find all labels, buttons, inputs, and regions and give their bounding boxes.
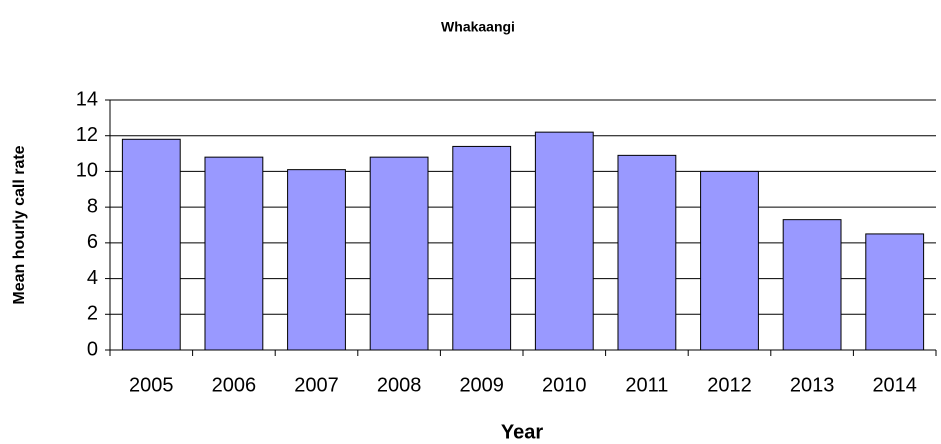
bar (204, 156, 264, 351)
x-tick-label: 2014 (872, 374, 917, 396)
x-tick-label: 2006 (212, 374, 257, 396)
y-axis-label: Mean hourly call rate (11, 145, 28, 304)
bar (865, 233, 925, 351)
y-tick-label: 14 (76, 88, 98, 110)
bar (121, 138, 181, 351)
x-tick-label: 2011 (625, 374, 668, 396)
bar (617, 154, 677, 351)
y-tick-label: 8 (87, 195, 98, 217)
y-tick-label: 0 (87, 338, 98, 360)
bar (534, 131, 594, 351)
y-tick-label: 12 (76, 124, 98, 146)
bar (287, 169, 346, 351)
x-tick-label: 2013 (790, 374, 835, 396)
x-tick-label: 2009 (459, 374, 504, 396)
x-tick-label: 2005 (129, 374, 174, 396)
x-axis-label: Year (501, 421, 543, 443)
x-tick-label: 2007 (294, 374, 339, 396)
x-tick-label: 2010 (542, 374, 587, 396)
bar (700, 170, 759, 351)
bar (369, 156, 429, 351)
bar (782, 219, 842, 351)
x-tick-label: 2012 (707, 374, 752, 396)
x-tick-label: 2008 (377, 374, 422, 396)
y-tick-label: 6 (87, 231, 98, 253)
y-tick-label: 4 (87, 267, 98, 289)
y-tick-label: 10 (76, 160, 98, 182)
y-tick-label: 2 (87, 303, 98, 325)
chart-title: Whakaangi (441, 19, 515, 35)
bar (452, 145, 512, 351)
